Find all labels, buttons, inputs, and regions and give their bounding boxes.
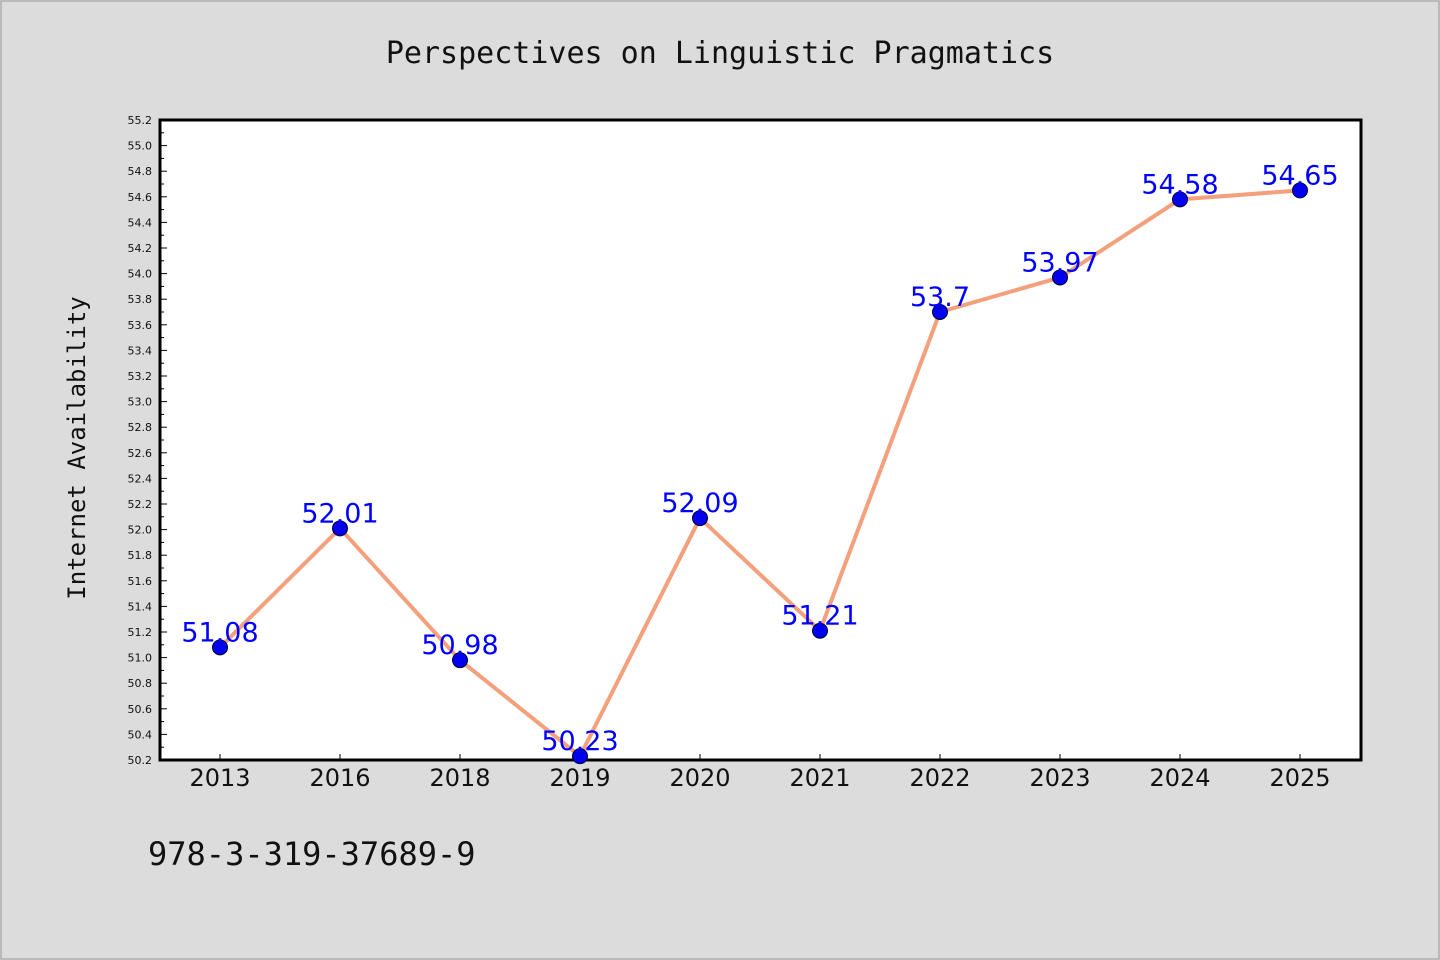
y-tick-label: 55.2 <box>128 114 153 127</box>
data-point-marker <box>1172 191 1188 208</box>
plot-area <box>158 118 1363 762</box>
y-tick-label: 53.6 <box>128 319 153 332</box>
y-tick-label: 50.8 <box>128 677 153 690</box>
x-tick-label: 2024 <box>1149 764 1210 792</box>
data-label: 54.65 <box>1261 160 1338 191</box>
x-axis: 2013 2016 2018 2019 2020 2021 2022 2023 2024 2025 <box>189 754 1331 792</box>
x-tick-label: 2021 <box>789 764 850 792</box>
y-tick-label: 54.4 <box>128 216 153 229</box>
y-tick-label: 53.4 <box>128 344 153 357</box>
data-label: 50.98 <box>421 630 498 661</box>
data-label: 53.7 <box>910 282 970 313</box>
y-tick-label: 54.8 <box>128 165 153 178</box>
y-tick-label: 51.0 <box>128 652 153 665</box>
y-axis: 50.2 50.4 50.6 50.8 51.0 51.2 51.4 51.6 51.8 52.0… <box>128 114 167 767</box>
y-tick-label: 51.8 <box>128 549 153 562</box>
y-tick-label: 54.0 <box>128 268 153 281</box>
y-tick-label: 55.0 <box>128 140 153 153</box>
data-label: 51.21 <box>781 601 858 632</box>
y-tick-label: 52.6 <box>128 447 153 460</box>
x-tick-label: 2025 <box>1269 764 1330 792</box>
data-point-marker <box>932 304 948 320</box>
isbn-footer: 978-3-319-37689-9 <box>148 835 476 873</box>
x-tick-label: 2019 <box>549 764 610 792</box>
y-tick-label: 51.4 <box>128 600 153 613</box>
y-tick-label: 53.0 <box>128 396 153 409</box>
y-tick-label: 52.0 <box>128 524 153 537</box>
data-series: 51.08 52.01 50.98 50.23 52.09 51.21 53.7 53.97 5… <box>181 160 1339 765</box>
data-point-marker <box>572 748 588 765</box>
data-label: 52.09 <box>661 488 738 519</box>
y-tick-label: 51.2 <box>128 626 153 639</box>
x-tick-label: 2023 <box>1029 764 1090 792</box>
data-label: 51.08 <box>181 617 258 648</box>
x-tick-label: 2016 <box>309 764 370 792</box>
x-tick-label: 2022 <box>909 764 970 792</box>
data-label: 52.01 <box>301 498 378 529</box>
y-tick-label: 53.2 <box>128 370 153 383</box>
data-point-marker <box>812 622 828 639</box>
y-tick-label: 52.2 <box>128 498 153 511</box>
x-tick-label: 2018 <box>429 764 490 792</box>
y-tick-label: 50.2 <box>128 754 153 767</box>
y-tick-label: 54.2 <box>128 242 153 255</box>
x-tick-label: 2020 <box>669 764 730 792</box>
data-point-marker <box>452 652 468 669</box>
chart-title: Perspectives on Linguistic Pragmatics <box>386 36 1054 71</box>
y-tick-label: 50.4 <box>128 728 153 741</box>
y-tick-label: 54.6 <box>128 191 153 204</box>
y-tick-label: 53.8 <box>128 293 153 306</box>
series-line <box>218 188 1301 759</box>
y-tick-label: 51.6 <box>128 575 153 588</box>
y-tick-label: 52.4 <box>128 472 153 485</box>
data-point-marker <box>692 510 708 527</box>
data-point-marker <box>1292 182 1308 199</box>
data-point-marker <box>1052 269 1068 286</box>
data-point-marker <box>212 639 228 656</box>
y-tick-label: 50.6 <box>128 703 153 716</box>
y-tick-label: 52.8 <box>128 421 153 434</box>
y-axis-label: Internet Availability <box>63 296 91 599</box>
data-point-marker <box>332 520 348 537</box>
data-label: 53.97 <box>1021 247 1098 278</box>
data-label: 50.23 <box>541 726 618 757</box>
data-label: 54.58 <box>1141 169 1218 200</box>
x-tick-label: 2013 <box>189 764 250 792</box>
